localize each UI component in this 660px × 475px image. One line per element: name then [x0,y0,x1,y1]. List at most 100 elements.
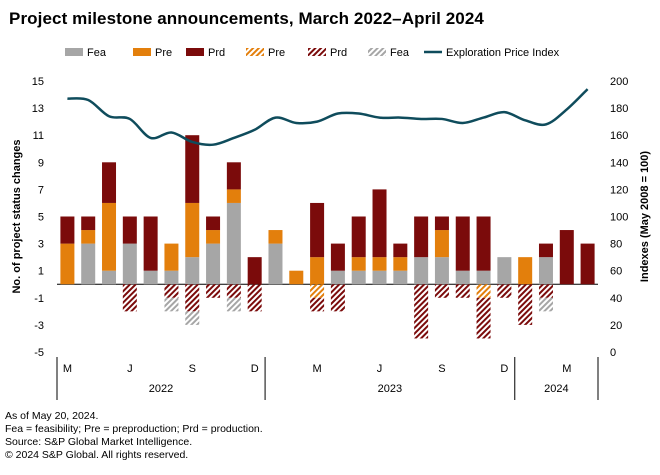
bar-prd-negative [122,284,137,312]
bar-pre-negative [310,284,325,298]
bar-prd [122,216,137,244]
bar-fea [185,257,200,285]
bar-pre [185,202,200,258]
month-label: M [562,363,571,375]
legend: Fea Pre Prd Pre Prd Fea Exploration Price Inde… [65,47,560,59]
bar-pre [351,257,366,271]
footnotes: As of May 20, 2024. Fea = feasibility; P… [5,410,263,462]
y-tick-label: 1 [38,266,44,278]
y2-tick-label: 140 [610,157,628,169]
bar-prd [580,243,595,285]
year-label: 2022 [149,383,173,395]
bar-fea [476,270,491,285]
bar-pre [81,230,96,244]
y2-tick-label: 200 [610,76,628,88]
bar-fea-negative [185,311,200,325]
bar-prd [310,202,325,258]
y-tick-label: 3 [38,239,44,251]
month-label: D [251,363,259,375]
bar-fea-negative [164,297,179,312]
bar-fea [497,257,512,285]
bar-prd-negative [455,284,470,298]
bar-pre [206,230,221,244]
bar-prd [143,216,158,271]
legend-label-index-line: Exploration Price Index [446,47,560,59]
bar-prd [247,257,262,285]
y2-axis-title: Indexes (May 2008 = 100) [639,151,651,282]
note-date: As of May 20, 2024. [5,410,99,422]
legend-swatch-fea-solid [65,48,83,56]
y2-tick-label: 60 [610,266,622,278]
y2-tick-label: 0 [610,347,616,359]
bar-prd-negative [206,284,221,298]
bar-prd-negative [476,297,491,339]
bar-fea [351,270,366,285]
bar-prd [559,230,574,285]
bar-prd-negative [330,284,345,312]
y-tick-label: 5 [38,212,44,224]
note-source: Source: S&P Global Market Intelligence. [5,436,193,448]
bar-pre-negative [476,284,491,298]
bar-prd-negative [497,284,512,298]
bar-pre [393,257,408,271]
y-tick-label: -3 [34,320,44,332]
bar-prd-negative [164,284,179,298]
legend-label-fea-solid: Fea [87,47,107,59]
bar-prd [206,216,221,231]
bar-fea [122,243,137,285]
bar-prd-negative [434,284,449,298]
y-tick-label: -5 [34,347,44,359]
month-label: D [500,363,508,375]
bar-pre [268,230,283,244]
month-label: S [189,363,196,375]
bar-fea [414,257,429,285]
y-tick-label: 9 [38,157,44,169]
bar-fea [143,270,158,285]
bar-prd-negative [310,297,325,312]
bar-prd [372,189,387,258]
bar-pre [102,202,117,271]
month-label: M [63,363,72,375]
bar-pre [164,243,179,271]
bar-prd [434,216,449,231]
bar-prd [60,216,75,244]
y2-tick-label: 160 [610,130,628,142]
bar-pre [226,189,241,203]
y-tick-label: 7 [38,184,44,196]
legend-swatch-fea-hatch [368,48,386,56]
bar-prd-negative [538,284,553,298]
bar-pre [434,230,449,258]
bar-prd [476,216,491,271]
bar-pre [310,257,325,285]
bar-fea [434,257,449,285]
bar-pre [372,257,387,271]
bar-fea [268,243,283,285]
bar-fea [538,257,553,285]
y-tick-label: 13 [32,103,44,115]
legend-swatch-prd-solid [186,48,204,56]
bar-fea-negative [226,297,241,312]
bar-fea [330,270,345,285]
y2-tick-label: 120 [610,184,628,196]
y-tick-label: 11 [33,130,44,142]
bar-fea [372,270,387,285]
bar-fea [102,270,117,285]
month-label: S [438,363,445,375]
legend-label-fea-hatch: Fea [390,47,410,59]
bar-pre [518,257,533,285]
bar-prd [185,135,200,203]
bar-fea [206,243,221,285]
bar-fea [455,270,470,285]
bar-prd [226,162,241,190]
chart-title: Project milestone announcements, March 2… [9,9,484,28]
y2-tick-label: 180 [610,103,628,115]
month-label: M [313,363,322,375]
legend-label-pre-solid: Pre [155,47,172,59]
legend-swatch-prd-hatch [308,48,326,56]
note-abbreviations: Fea = feasibility; Pre = preproduction; … [5,423,263,435]
bar-prd [393,243,408,258]
x-axis: M J S D M J S D M 2022 2023 2024 [56,357,599,400]
bar-prd [330,243,345,271]
bar-fea [164,270,179,285]
bar-fea [393,270,408,285]
